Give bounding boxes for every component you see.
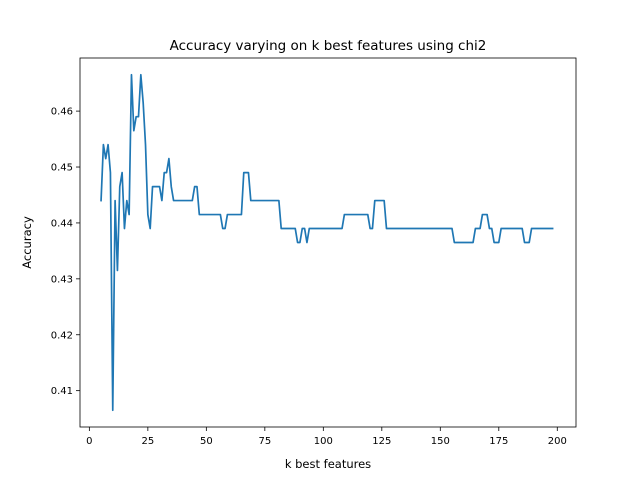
y-axis: 0.41 0.42 0.43 0.44 0.45 0.46 <box>51 107 80 397</box>
x-tick-label-8: 200 <box>548 436 567 447</box>
x-tick-label-5: 125 <box>372 436 391 447</box>
x-tick-label-0: 0 <box>86 436 92 447</box>
y-tick-label-1: 0.42 <box>51 330 73 341</box>
x-tick-label-2: 50 <box>200 436 213 447</box>
x-axis: 0 25 50 75 100 125 150 175 200 <box>86 427 567 447</box>
x-tick-label-7: 175 <box>489 436 508 447</box>
x-tick-label-4: 100 <box>314 436 333 447</box>
axes-frame <box>79 57 577 428</box>
y-tick-label-4: 0.45 <box>51 163 73 174</box>
plot-area <box>79 57 577 428</box>
x-tick-label-1: 25 <box>141 436 154 447</box>
y-tick-label-5: 0.46 <box>51 107 73 118</box>
y-axis-label: Accuracy <box>20 216 34 269</box>
x-axis-label: k best features <box>285 457 371 471</box>
x-tick-label-3: 75 <box>258 436 271 447</box>
series-line-accuracy <box>100 73 554 412</box>
y-tick-label-0: 0.41 <box>51 386 73 397</box>
y-tick-label-3: 0.44 <box>51 218 73 229</box>
chart-title: Accuracy varying on k best features usin… <box>170 38 487 54</box>
x-tick-label-6: 150 <box>431 436 450 447</box>
y-tick-label-2: 0.43 <box>51 274 73 285</box>
